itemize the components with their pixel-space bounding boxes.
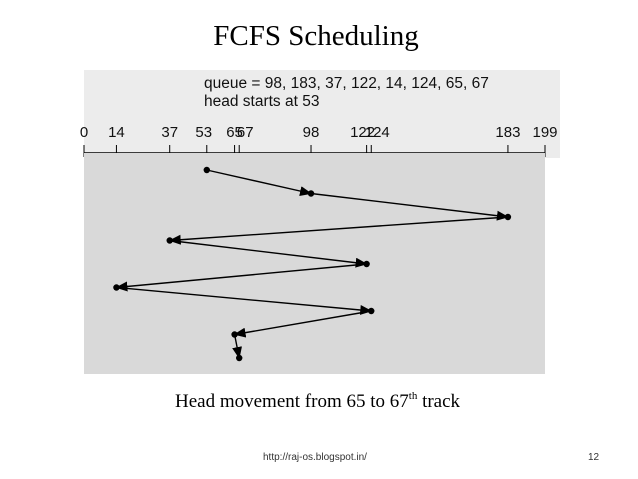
tick-label: 124	[365, 124, 390, 141]
head-movement-segment	[206, 169, 313, 196]
head-position-point	[231, 331, 238, 338]
page-number: 12	[588, 452, 600, 463]
caption-superscript: th	[408, 390, 418, 402]
plot-area	[84, 153, 545, 374]
tick-label: 199	[532, 124, 557, 141]
head-movement-segment	[115, 263, 367, 292]
head-position-point	[113, 284, 120, 291]
head-movement-segment	[232, 334, 242, 359]
tick-label: 37	[161, 124, 178, 141]
path-group	[113, 166, 512, 362]
tick-label: 67	[237, 124, 254, 141]
tick-label: 183	[495, 124, 520, 141]
head-position-point	[504, 213, 512, 221]
figure-header-background	[84, 70, 560, 158]
tick-label: 65	[226, 124, 243, 141]
head-movement-segment	[168, 216, 508, 245]
head-movement-segment	[116, 286, 373, 315]
caption-main: Head movement from 65 to 67	[175, 391, 409, 412]
tick-label: 0	[80, 124, 88, 141]
tick-label: 98	[303, 124, 320, 141]
head-position-point	[203, 166, 210, 174]
tick-label: 14	[108, 124, 125, 141]
head-start-text: head starts at 53	[204, 93, 320, 110]
queue-text: queue = 98, 183, 37, 122, 14, 124, 65, 6…	[204, 75, 489, 92]
head-position-point	[307, 190, 315, 197]
caption: Head movement from 65 to 67th track	[175, 390, 460, 413]
head-position-point	[236, 354, 243, 362]
head-position-point	[368, 307, 375, 315]
caption-tail: track	[417, 391, 461, 412]
head-position-point	[363, 260, 370, 268]
tick-label: 122	[350, 124, 375, 141]
head-movement-segment	[310, 192, 509, 221]
head-position-point	[166, 237, 173, 244]
footer-url[interactable]: http://raj-os.blogspot.in/	[263, 452, 367, 463]
tick-label: 53	[195, 124, 212, 141]
slide-title: FCFS Scheduling	[213, 20, 419, 52]
head-movement-segment	[169, 239, 368, 268]
head-movement-segment	[233, 310, 372, 338]
